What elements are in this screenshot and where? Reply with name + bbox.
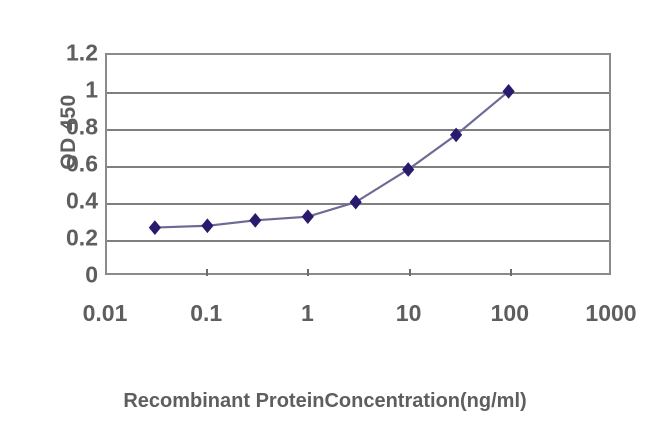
gridline [107,166,609,168]
plot-area [105,53,611,275]
data-series-layer [148,83,515,235]
y-tick-label: 0.8 [66,113,98,140]
x-tick-label: 0.01 [82,300,128,326]
data-point-marker [249,212,262,228]
data-point-marker [450,127,463,143]
y-tick-label: 1.2 [66,39,98,66]
data-point-marker [402,162,415,177]
gridline [107,240,609,242]
x-tick-label: 1000 [585,300,637,326]
data-point-marker [349,194,362,210]
data-point-marker [502,83,515,99]
y-tick-label: 0.6 [66,150,98,177]
x-tick-mark [408,269,411,276]
x-tick-mark [206,269,209,276]
x-axis-tick-labels: 0.01 0.1 1 10 100 1000 [0,300,650,334]
y-tick-label: 1 [85,76,98,103]
y-tick-label: 0 [85,261,98,288]
gridline [107,129,609,131]
x-axis-tick-marks [105,269,611,283]
x-tick-mark [509,269,512,276]
x-tick-label: 0.1 [190,300,223,326]
data-point-marker [201,218,214,234]
x-tick-label: 100 [490,300,529,326]
y-tick-label: 0.4 [66,187,98,214]
series-line [154,90,510,229]
y-axis-tick-labels: 1.2 1 0.8 0.6 0.4 0.2 0 [30,0,98,434]
data-point-marker [148,220,162,235]
x-tick-label: 10 [395,300,422,326]
data-point-marker [301,209,314,225]
y-tick-label: 0.2 [66,224,98,251]
x-axis-title: Recombinant ProteinConcentration(ng/ml) [123,390,527,412]
x-tick-label: 1 [300,300,314,326]
x-tick-mark [307,269,310,276]
gridline [107,92,609,94]
